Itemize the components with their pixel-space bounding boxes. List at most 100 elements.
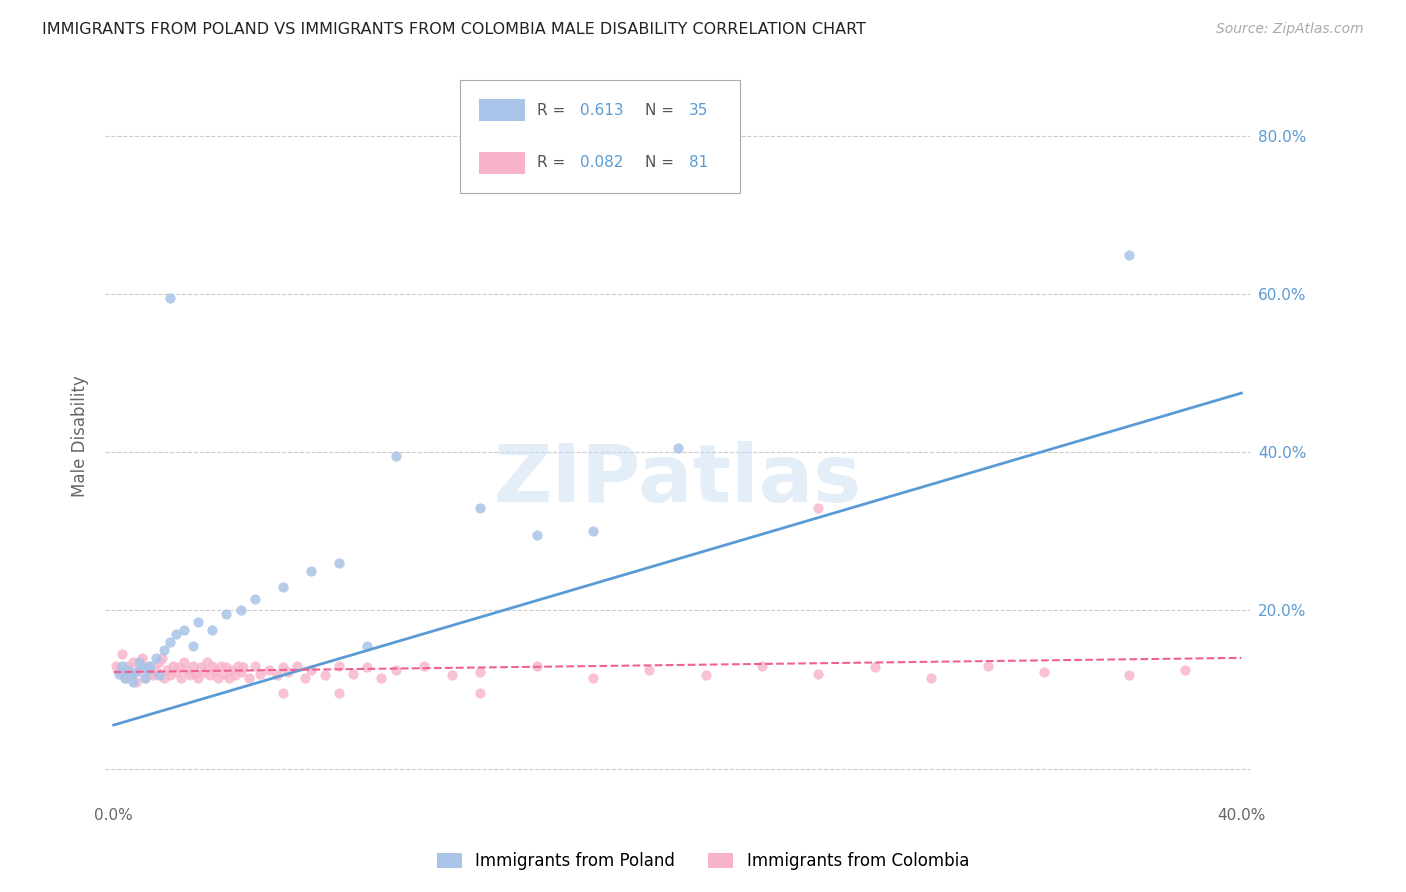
Point: [159, 291, 181, 305]
Point: [920, 671, 942, 685]
Point: [187, 671, 209, 685]
Legend: Immigrants from Poland, Immigrants from Colombia: Immigrants from Poland, Immigrants from …: [430, 846, 976, 877]
Text: 0.082: 0.082: [581, 155, 624, 170]
Point: [207, 671, 229, 685]
Point: [212, 666, 235, 681]
Text: ZIPatlas: ZIPatlas: [494, 442, 862, 519]
Point: [204, 663, 226, 677]
Point: [294, 671, 316, 685]
Point: [108, 663, 131, 677]
Point: [181, 639, 204, 653]
Bar: [479, 152, 526, 174]
Point: [1174, 663, 1197, 677]
Point: [384, 450, 406, 464]
Point: [215, 607, 238, 622]
Point: [201, 658, 224, 673]
Point: [179, 668, 201, 682]
Point: [221, 663, 243, 677]
Point: [328, 658, 350, 673]
Point: [470, 665, 492, 679]
Text: R =: R =: [537, 103, 569, 118]
Point: [173, 655, 195, 669]
Point: [120, 668, 142, 682]
Point: [1033, 665, 1056, 679]
Point: [173, 624, 195, 638]
Point: [976, 658, 998, 673]
Point: [1118, 248, 1140, 262]
Point: [285, 658, 308, 673]
Point: [148, 668, 170, 682]
Point: [134, 671, 156, 685]
Point: [243, 658, 266, 673]
Point: [145, 651, 167, 665]
Point: [120, 666, 142, 681]
Point: [150, 651, 173, 665]
Point: [190, 660, 212, 674]
Point: [193, 665, 215, 679]
Point: [136, 663, 159, 677]
Point: [271, 580, 294, 594]
Point: [271, 660, 294, 674]
Point: [232, 660, 254, 674]
Point: [195, 655, 218, 669]
Point: [170, 671, 193, 685]
Point: [807, 500, 830, 515]
Point: [229, 665, 252, 679]
Point: [122, 674, 145, 689]
Point: [153, 643, 176, 657]
Point: [125, 674, 148, 689]
Point: [131, 651, 153, 665]
Point: [139, 666, 162, 681]
Point: [122, 655, 145, 669]
Point: [156, 663, 179, 677]
Text: 0.613: 0.613: [581, 103, 624, 118]
Point: [238, 671, 260, 685]
Point: [184, 666, 207, 681]
Point: [249, 666, 271, 681]
Point: [187, 615, 209, 630]
Point: [111, 647, 134, 661]
Point: [148, 655, 170, 669]
Point: [1118, 668, 1140, 682]
Point: [328, 556, 350, 570]
Point: [370, 671, 392, 685]
Point: [342, 666, 364, 681]
Point: [356, 660, 378, 674]
Point: [145, 663, 167, 677]
Text: N =: N =: [645, 155, 679, 170]
Text: 81: 81: [689, 155, 709, 170]
Point: [807, 666, 830, 681]
Point: [176, 663, 198, 677]
Point: [224, 668, 246, 682]
Point: [181, 658, 204, 673]
Point: [440, 668, 463, 682]
Text: 35: 35: [689, 103, 709, 118]
Point: [117, 658, 139, 673]
Point: [114, 671, 136, 685]
Point: [209, 658, 232, 673]
Text: N =: N =: [645, 103, 679, 118]
Point: [159, 668, 181, 682]
Point: [226, 658, 249, 673]
Point: [299, 663, 322, 677]
Y-axis label: Male Disability: Male Disability: [72, 376, 89, 498]
FancyBboxPatch shape: [460, 80, 741, 193]
Point: [695, 668, 717, 682]
Point: [131, 660, 153, 674]
Point: [229, 603, 252, 617]
Point: [167, 660, 190, 674]
Point: [128, 663, 150, 677]
Point: [257, 663, 280, 677]
Point: [153, 671, 176, 685]
Point: [201, 624, 224, 638]
Point: [266, 668, 288, 682]
Bar: [479, 99, 526, 121]
Point: [582, 524, 605, 539]
Point: [117, 663, 139, 677]
Point: [751, 658, 773, 673]
Point: [526, 658, 548, 673]
Point: [105, 658, 128, 673]
Point: [356, 639, 378, 653]
Point: [165, 627, 187, 641]
Point: [277, 665, 299, 679]
